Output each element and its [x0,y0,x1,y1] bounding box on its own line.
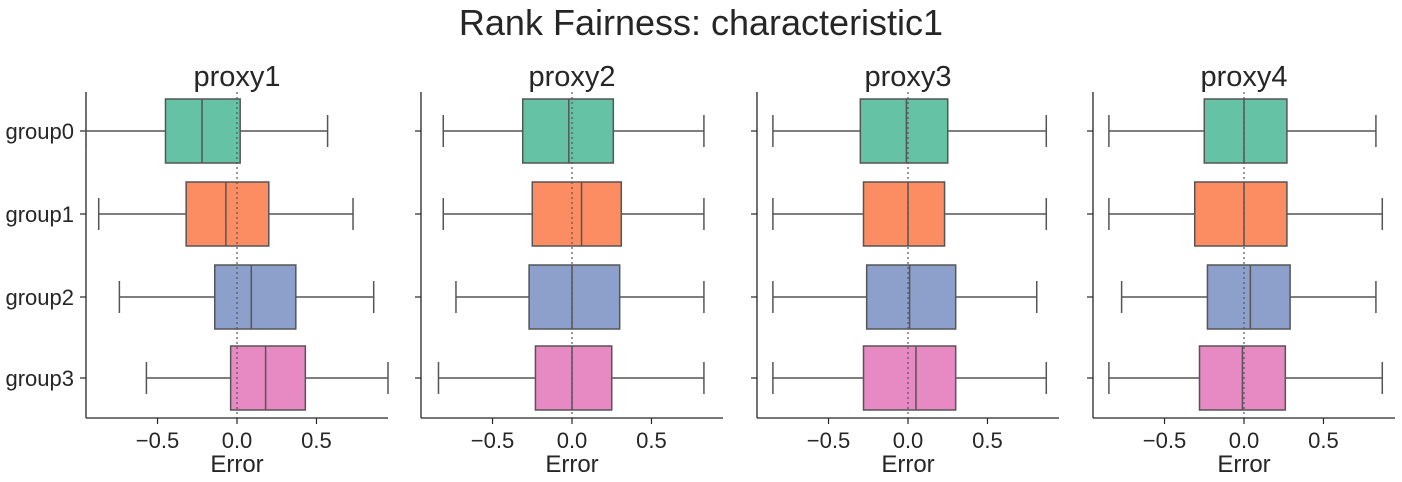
box-group2 [455,264,705,330]
iqr-box [862,345,957,411]
x-tick-label: −0.5 [471,428,514,453]
iqr-box [859,98,949,164]
iqr-box [1203,98,1288,164]
panel-title: proxy3 [864,61,951,93]
x-tick-label: −0.5 [136,428,179,453]
box-group1 [442,181,705,247]
box-group2 [772,264,1038,330]
box-group3 [437,345,705,411]
iqr-box [528,264,621,330]
panel-proxy2: proxy2 −0.5 0.0 0.5 Error [415,61,723,478]
y-tick-label: group2 [5,285,74,310]
iqr-box [213,264,297,330]
box-group2 [118,264,375,330]
x-axis-label: Error [881,451,934,478]
x-tick-label: −0.5 [807,428,850,453]
iqr-box [1193,181,1288,247]
panel-title: proxy1 [193,61,280,93]
iqr-box [865,264,957,330]
iqr-box [531,181,623,247]
y-tick-label: group1 [5,202,74,227]
box-group1 [1108,181,1384,247]
iqr-box [229,345,307,411]
box-group3 [145,345,389,411]
x-tick-label: 0.0 [557,428,588,453]
iqr-box [1206,264,1291,330]
box-group3 [1108,345,1384,411]
box-group0 [1108,98,1377,164]
x-tick-label: 0.5 [972,428,1003,453]
panel-title: proxy4 [1200,61,1287,93]
x-tick-label: 0.0 [1229,428,1260,453]
iqr-box [521,98,615,164]
figure-title: Rank Fairness: characteristic1 [458,2,944,43]
panel-proxy1: proxy1 group0 group1 group2 group3 −0.5 0.0 0.5… [5,61,389,478]
box-group1 [772,181,1048,247]
x-axis-label: Error [545,451,598,478]
box-group1 [97,181,354,247]
x-tick-label: 0.5 [301,428,332,453]
iqr-box [862,181,946,247]
panel-proxy3: proxy3 −0.5 0.0 0.5 Error [751,61,1059,478]
box-group0 [772,98,1048,164]
x-tick-label: 0.0 [222,428,253,453]
y-tick-label: group0 [5,119,74,144]
x-axis-label: Error [210,451,263,478]
x-tick-label: −0.5 [1143,428,1186,453]
iqr-box [185,181,270,247]
x-tick-label: 0.5 [636,428,667,453]
box-group0 [85,98,329,164]
x-tick-label: 0.5 [1308,428,1339,453]
iqr-box [164,98,241,164]
panel-title: proxy2 [528,61,615,93]
y-tick-label: group3 [5,366,74,391]
box-group3 [772,345,1048,411]
x-tick-label: 0.0 [893,428,924,453]
x-axis-label: Error [1217,451,1270,478]
box-group2 [1120,264,1377,330]
box-group0 [442,98,705,164]
panel-proxy4: proxy4 −0.5 0.0 0.5 Error [1087,61,1395,478]
iqr-box [534,345,613,411]
